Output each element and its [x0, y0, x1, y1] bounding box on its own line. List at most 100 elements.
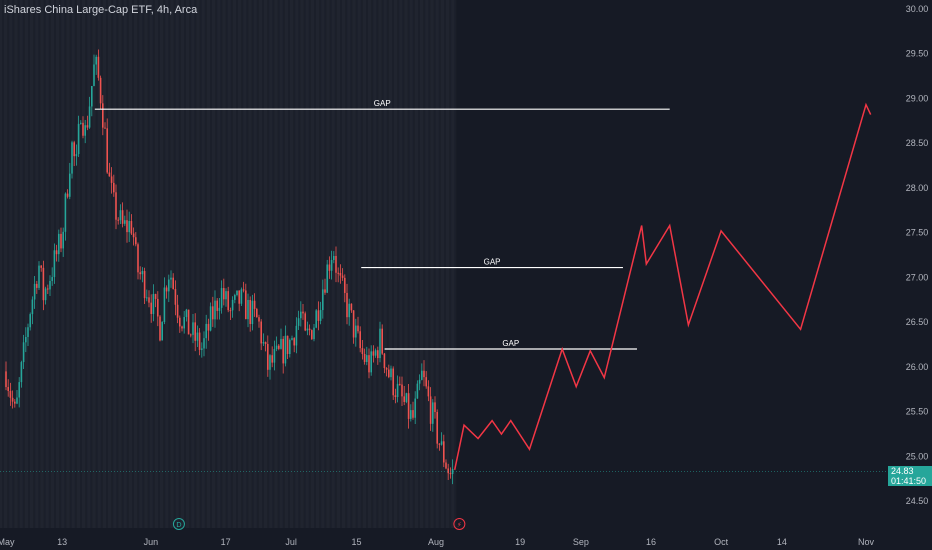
session-stripe — [64, 0, 67, 528]
session-stripe — [324, 0, 327, 528]
y-tick-label: 28.50 — [906, 138, 929, 148]
candle-body — [392, 368, 394, 396]
candle-body — [302, 311, 304, 314]
session-stripe — [246, 0, 249, 528]
candle-body — [363, 353, 366, 362]
session-stripe — [189, 0, 192, 528]
candle-body — [421, 370, 423, 380]
candle-body — [308, 328, 311, 331]
candle-body — [176, 304, 179, 318]
dividend-icon[interactable] — [172, 518, 185, 530]
candle-body — [201, 348, 203, 350]
candle-body — [143, 271, 146, 299]
candle-body — [295, 325, 298, 346]
candle-body — [407, 393, 410, 419]
candle-body — [271, 355, 273, 363]
gap-label: GAP — [484, 258, 501, 267]
candle-body — [286, 335, 289, 354]
earnings-icon[interactable] — [453, 518, 466, 530]
candle-body — [236, 290, 238, 296]
session-stripe — [412, 0, 415, 528]
x-tick-label: Jun — [144, 537, 159, 547]
candle-body — [385, 368, 388, 370]
candle-body — [346, 292, 348, 318]
candle-body — [368, 355, 370, 373]
session-stripe — [132, 0, 134, 528]
session-stripe — [100, 0, 103, 528]
candle-body — [80, 122, 82, 124]
candle-body — [137, 244, 139, 273]
candle-body — [394, 395, 397, 398]
session-stripe — [163, 0, 166, 528]
session-stripe — [80, 0, 82, 528]
candle-body — [425, 377, 427, 387]
candle-body — [27, 327, 29, 337]
candle-body — [418, 379, 421, 384]
session-stripe — [116, 0, 119, 528]
session-stripe — [454, 0, 457, 528]
session-stripe — [43, 0, 46, 528]
candle-body — [372, 351, 375, 356]
y-tick-label: 27.00 — [906, 272, 929, 282]
session-stripe — [392, 0, 394, 528]
candle-body — [429, 396, 432, 424]
candle-body — [196, 332, 199, 341]
gap-lines: GAP GAP GAP — [94, 99, 670, 350]
session-stripe — [449, 0, 452, 528]
candle-body — [84, 125, 86, 136]
session-stripe — [215, 0, 218, 528]
candle-body — [249, 299, 251, 325]
candle-body — [170, 277, 172, 280]
session-stripe — [381, 0, 384, 528]
session-stripe — [256, 0, 259, 528]
candle-body — [304, 313, 306, 331]
session-stripe — [142, 0, 145, 528]
candle-body — [139, 272, 141, 275]
y-tick-label: 26.50 — [906, 317, 929, 327]
candle-body — [313, 327, 315, 340]
candle-body — [350, 303, 353, 311]
candle-body — [110, 176, 113, 183]
session-stripe — [444, 0, 446, 528]
y-tick-label: 24.50 — [906, 496, 929, 506]
session-stripe — [355, 0, 358, 528]
candle-body — [148, 297, 150, 303]
session-stripe — [12, 0, 15, 528]
y-tick-label: 26.00 — [906, 362, 929, 372]
candle-body — [414, 398, 416, 418]
candle-body — [275, 345, 278, 350]
candle-body — [11, 397, 14, 402]
candle-body — [77, 123, 80, 155]
candle-body — [60, 233, 62, 249]
session-stripe — [428, 0, 431, 528]
session-stripe — [194, 0, 197, 528]
candle-body — [432, 402, 434, 424]
candle-body — [115, 192, 117, 220]
session-stripe — [288, 0, 290, 528]
x-tick-label: Sep — [573, 537, 589, 547]
candle-body — [216, 300, 218, 311]
candle-body — [335, 256, 337, 273]
candle-body — [355, 325, 357, 338]
session-stripe — [376, 0, 379, 528]
candle-body — [293, 338, 295, 346]
candle-body — [132, 233, 135, 238]
candle-body — [88, 106, 91, 128]
candle-body — [152, 293, 155, 314]
candle-body — [438, 443, 441, 445]
candle-body — [44, 288, 47, 301]
session-stripe — [121, 0, 124, 528]
session-stripe — [126, 0, 129, 528]
y-tick-label: 29.50 — [906, 49, 929, 59]
y-tick-label: 25.00 — [906, 451, 929, 461]
x-tick-label: Aug — [428, 537, 444, 547]
candle-body — [91, 85, 93, 107]
candle-body — [449, 473, 452, 475]
candle-body — [93, 64, 95, 86]
gap-label: GAP — [502, 339, 519, 348]
session-stripe — [241, 0, 244, 528]
candle-body — [179, 317, 181, 327]
candle-body — [183, 317, 185, 329]
